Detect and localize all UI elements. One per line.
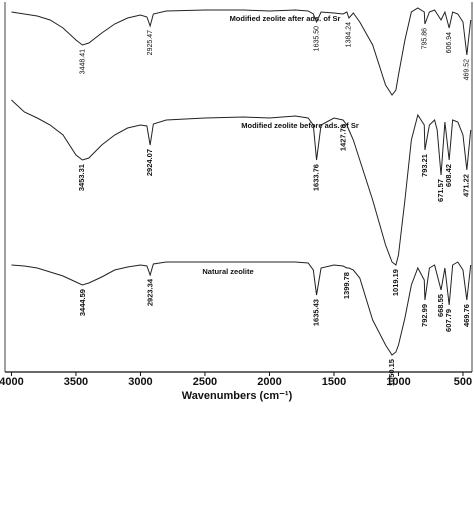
peak-label: 3448.41 <box>79 49 86 74</box>
peak-label: 1019.19 <box>391 269 400 296</box>
peak-label: 1427.78 <box>338 124 347 151</box>
peak-label: 608.42 <box>444 164 453 187</box>
peak-label: 3453.31 <box>77 164 86 191</box>
peak-label: 668.55 <box>436 294 445 317</box>
x-tick-label: 2000 <box>257 376 281 388</box>
peak-label: 1635.50 <box>313 26 320 51</box>
peak-label: 2925.47 <box>147 30 154 55</box>
peak-label: 1050.15 <box>387 359 396 386</box>
series-label: Modified zeolite after ads. of Sr <box>230 14 341 23</box>
peak-label: 469.52 <box>464 59 471 81</box>
peak-label: 607.79 <box>444 309 453 332</box>
spectrum-line <box>11 7 472 96</box>
peak-label: 1384.24 <box>346 22 353 47</box>
x-tick-label: 1000 <box>386 376 410 388</box>
peak-label: 1633.76 <box>312 164 321 191</box>
x-tick-label: 4000 <box>0 376 24 388</box>
series-label: Modified zeolite before ads. of Sr <box>241 121 359 130</box>
x-tick-label: 3000 <box>128 376 152 388</box>
spectrum-line <box>11 99 472 266</box>
spectrum-line <box>11 261 472 356</box>
peak-label: 2923.34 <box>145 278 154 306</box>
peak-label: 3444.59 <box>78 289 87 316</box>
x-tick-label: 2500 <box>193 376 217 388</box>
peak-label: 792.99 <box>420 304 429 327</box>
x-tick-label: 1500 <box>322 376 346 388</box>
peak-label: 469.76 <box>462 304 471 327</box>
series-label: Natural zeolite <box>202 267 253 276</box>
x-axis-title: Wavenumbers (cm⁻¹) <box>182 390 293 402</box>
peak-label: 671.57 <box>436 179 445 202</box>
peak-label: 471.22 <box>462 174 471 197</box>
peak-label: 606.94 <box>446 32 453 54</box>
x-tick-label: 3500 <box>64 376 88 388</box>
x-tick-label: 500 <box>454 376 472 388</box>
peak-label: 1399.78 <box>342 272 351 299</box>
peak-label: 2924.07 <box>145 149 154 176</box>
peak-label: 1635.43 <box>311 299 320 326</box>
peak-label: 795.86 <box>422 28 429 50</box>
peak-label: 793.21 <box>420 154 429 177</box>
